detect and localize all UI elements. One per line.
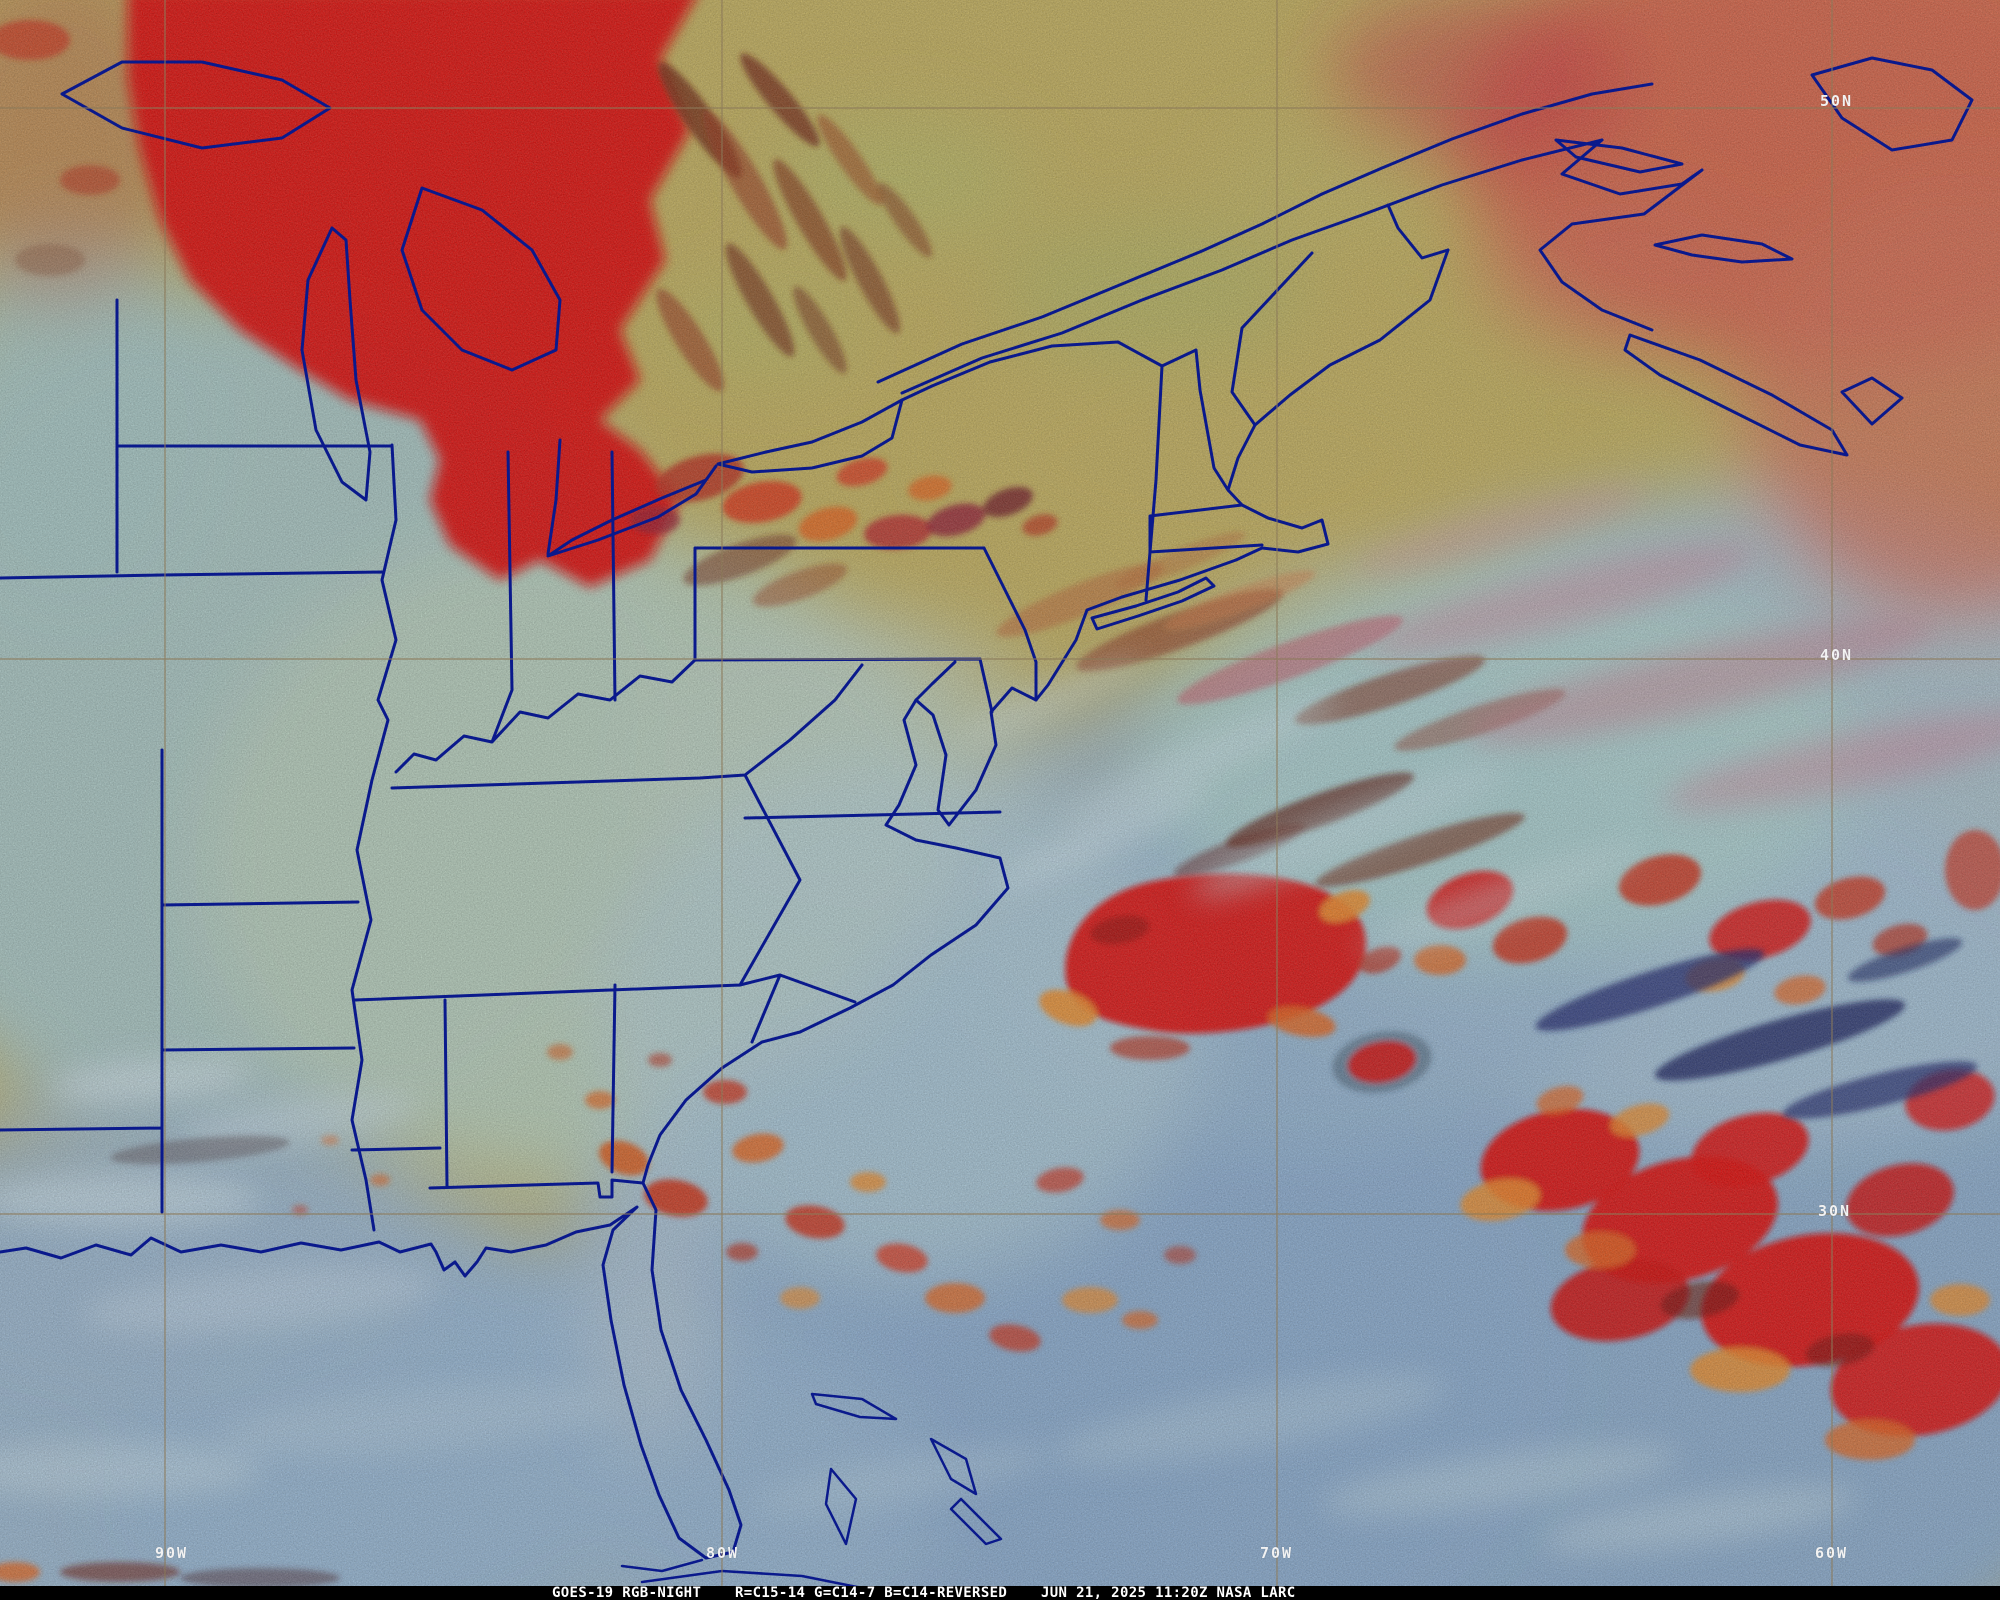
caption-channel-recipe: R=C15-14 G=C14-7 B=C14-REVERSED [735,1585,1008,1600]
lon-label-90w: 90W [155,1544,189,1562]
state-borders-midwest-south [0,298,1002,1232]
canada-coastlines [876,56,1974,457]
lon-label-60w: 60W [1815,1544,1849,1562]
lat-label-50n: 50N [1820,92,1854,110]
caption-timestamp-credit: JUN 21, 2025 11:20Z NASA LARC [1040,1585,1296,1600]
lat-label-40n: 40N [1820,646,1854,664]
caption-text: GOES-19 RGB-NIGHT R=C15-14 G=C14-7 B=C14… [552,1586,1296,1600]
lon-label-80w: 80W [706,1544,740,1562]
bahamas-outlines [620,1392,1003,1594]
great-lakes-outlines [60,60,904,558]
caption-bar: GOES-19 RGB-NIGHT R=C15-14 G=C14-7 B=C14… [0,1586,2000,1600]
lon-label-70w: 70W [1260,1544,1294,1562]
lat-label-30n: 30N [1818,1202,1852,1220]
long-island-outline [1090,576,1216,631]
caption-product-label: GOES-19 RGB-NIGHT [552,1585,702,1600]
